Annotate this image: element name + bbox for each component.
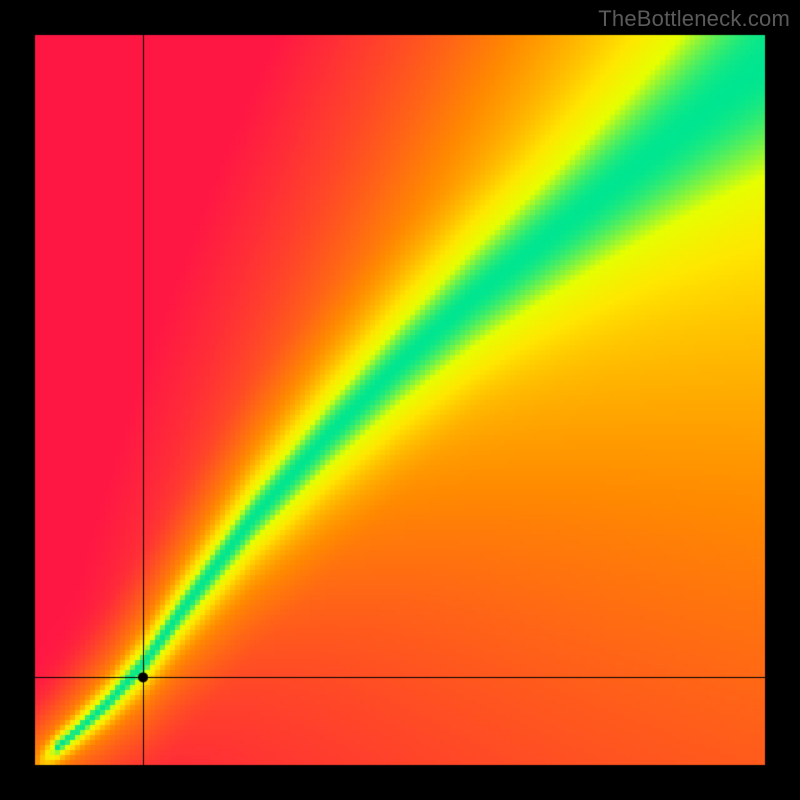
watermark-text: TheBottleneck.com — [598, 6, 790, 32]
heatmap-canvas — [0, 0, 800, 800]
chart-container: TheBottleneck.com — [0, 0, 800, 800]
